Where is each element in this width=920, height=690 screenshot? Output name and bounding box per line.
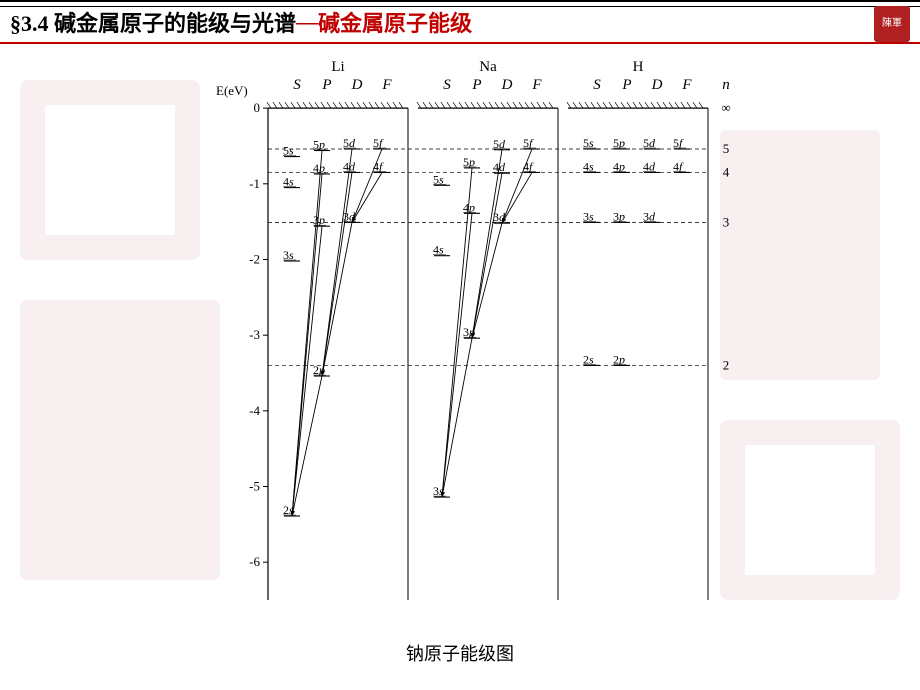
svg-text:P: P: [471, 77, 481, 93]
svg-text:S: S: [443, 77, 451, 93]
section-title: §3.4 碱金属原子的能级与光谱: [10, 6, 296, 38]
svg-text:-3: -3: [249, 327, 260, 342]
svg-text:F: F: [681, 77, 692, 93]
author-seal: 陳軍: [874, 6, 910, 42]
figure-caption: 钠原子能级图: [0, 640, 920, 666]
section-dash: —: [296, 9, 318, 35]
watermark: [20, 300, 220, 580]
svg-text:5: 5: [723, 141, 730, 156]
svg-text:F: F: [531, 77, 542, 93]
svg-text:n: n: [722, 77, 730, 93]
svg-text:∞: ∞: [721, 100, 730, 115]
svg-text:P: P: [321, 77, 331, 93]
svg-text:2: 2: [723, 357, 730, 372]
svg-text:D: D: [501, 77, 513, 93]
svg-text:-6: -6: [249, 554, 260, 569]
svg-text:3: 3: [723, 214, 730, 229]
svg-text:-1: -1: [249, 176, 260, 191]
svg-text:F: F: [381, 77, 392, 93]
watermark: [20, 80, 200, 260]
svg-text:-2: -2: [249, 251, 260, 266]
svg-text:S: S: [293, 77, 301, 93]
svg-text:D: D: [651, 77, 663, 93]
svg-text:0: 0: [254, 100, 261, 115]
svg-text:P: P: [621, 77, 631, 93]
section-subtitle: 碱金属原子能级: [318, 6, 472, 38]
svg-text:-4: -4: [249, 403, 260, 418]
svg-text:Na: Na: [479, 59, 497, 75]
svg-text:-5: -5: [249, 478, 260, 493]
page-header: §3.4 碱金属原子的能级与光谱 — 碱金属原子能级 陳軍: [0, 0, 920, 44]
svg-text:H: H: [633, 59, 644, 75]
svg-text:S: S: [593, 77, 601, 93]
svg-text:Li: Li: [331, 59, 344, 75]
svg-text:D: D: [351, 77, 363, 93]
svg-text:E(eV): E(eV): [216, 83, 248, 98]
svg-text:4: 4: [723, 164, 730, 179]
energy-level-diagram: E(eV) 0 -1 -2 -3 -4 -5 -6 Li S P D F Na S P D F H S P D Fn ∞ 5 4 3…: [210, 55, 770, 615]
